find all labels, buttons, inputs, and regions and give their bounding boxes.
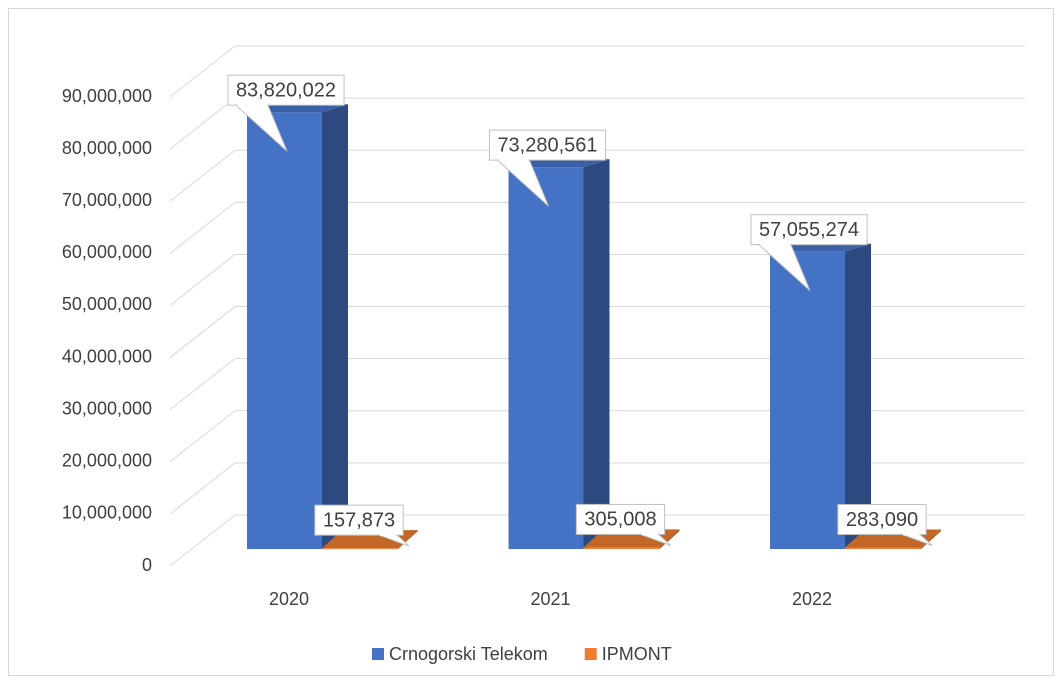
bar-side (322, 104, 348, 549)
x-tick-label: 2020 (269, 589, 309, 609)
data-label-box (488, 129, 607, 161)
y-tick-label: 10,000,000 (62, 503, 152, 523)
bar (583, 547, 660, 549)
bar-top (508, 159, 610, 168)
data-label-box (575, 503, 666, 535)
data-label-box (227, 74, 345, 106)
grid-line (169, 201, 1025, 254)
x-tick-label: 2021 (530, 589, 570, 609)
legend-label: Crnogorski Telekom (389, 644, 548, 664)
legend-swatch (584, 648, 597, 660)
bar-side (659, 529, 680, 549)
data-label: 157,873 (323, 509, 395, 531)
y-tick-label: 60,000,000 (62, 242, 152, 262)
grid-line (169, 462, 1025, 515)
grid-line (169, 306, 1025, 358)
grid-line (169, 358, 1025, 411)
bar-side (583, 159, 610, 549)
data-label: 305,008 (584, 509, 656, 531)
grid-line (169, 514, 1025, 567)
data-label-box (837, 504, 927, 536)
y-tick-label: 70,000,000 (62, 190, 152, 210)
legend-swatch (372, 648, 384, 660)
bar (770, 251, 845, 549)
bar-side (845, 243, 871, 549)
grid-line (169, 45, 1025, 98)
bar (247, 112, 322, 549)
y-tick-label: 40,000,000 (62, 346, 152, 366)
y-tick-label: 0 (142, 555, 152, 575)
bar (845, 547, 921, 549)
grid-line (169, 253, 1025, 306)
data-label: 83,820,022 (236, 79, 336, 101)
grid-line (169, 410, 1025, 463)
data-label: 57,055,274 (759, 219, 859, 241)
bar (322, 548, 398, 550)
y-tick-label: 50,000,000 (62, 294, 152, 314)
y-tick-label: 90,000,000 (62, 86, 152, 106)
legend-label: IPMONT (602, 644, 672, 664)
bar (508, 167, 584, 549)
y-tick-label: 80,000,000 (62, 138, 152, 158)
x-tick-label: 2022 (792, 589, 832, 609)
y-tick-label: 30,000,000 (62, 398, 152, 418)
data-label-box (314, 504, 404, 536)
bar-side (921, 529, 941, 549)
bar-top (247, 104, 348, 113)
data-label: 73,280,561 (497, 134, 597, 156)
grid-line (169, 149, 1025, 202)
bar-top (770, 243, 871, 252)
data-label: 283,090 (846, 509, 918, 531)
data-label-box (750, 214, 868, 246)
y-tick-label: 20,000,000 (62, 451, 152, 471)
